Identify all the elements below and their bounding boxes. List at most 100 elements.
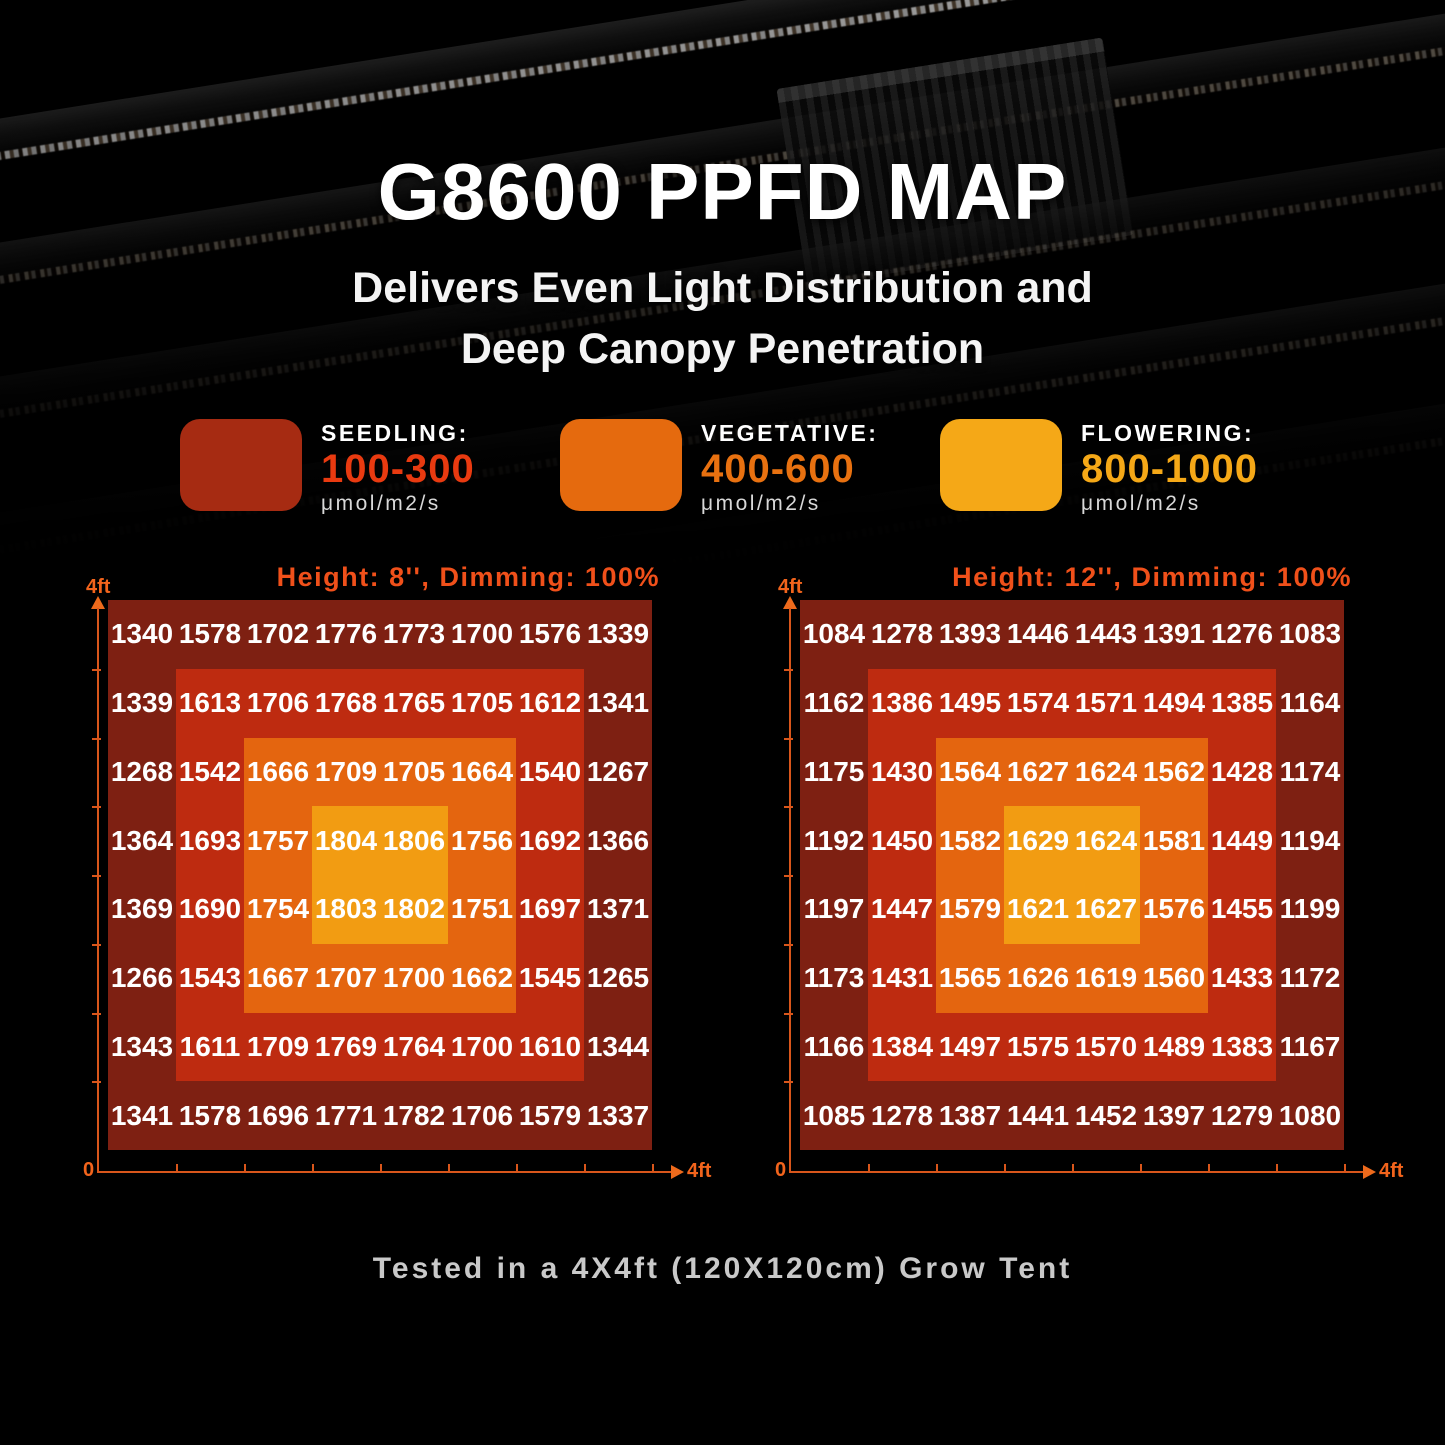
ppfd-cell: 1489: [1140, 1012, 1208, 1082]
ppfd-cell: 1194: [1276, 806, 1344, 875]
ppfd-cell: 1562: [1140, 737, 1208, 807]
y-axis-tick: [784, 943, 793, 946]
ppfd-cell: 1700: [380, 943, 448, 1013]
chart-title: Height: 8'', Dimming: 100%: [276, 562, 660, 592]
page-title: G8600 PPFD MAP: [377, 147, 1068, 236]
ppfd-cell: 1545: [516, 943, 584, 1013]
ppfd-cell: 1579: [936, 875, 1004, 944]
x-axis-tick: [176, 1164, 178, 1173]
ppfd-cell: 1341: [108, 1081, 176, 1150]
ppfd-cell: 1385: [1208, 668, 1276, 738]
ppfd-cell: 1613: [176, 668, 244, 738]
legend-item-vegetative: VEGETATIVE: 400-600 μmol/m2/s: [560, 419, 878, 515]
ppfd-cell: 1666: [244, 737, 312, 807]
ppfd-cell: 1709: [312, 737, 380, 807]
y-axis-tick: [784, 806, 793, 809]
ppfd-cell: 1705: [448, 668, 516, 738]
ppfd-cell: 1702: [244, 600, 312, 669]
flowering-color-swatch: [940, 419, 1062, 511]
ppfd-cell: 1621: [1004, 875, 1072, 944]
page-subtitle: Delivers Even Light Distribution and Dee…: [0, 258, 1445, 380]
y-axis-tick: [92, 737, 101, 740]
x-axis-arrow-icon: [671, 1165, 684, 1179]
ppfd-cell: 1700: [448, 1012, 516, 1082]
ppfd-cell: 1575: [1004, 1012, 1072, 1082]
ppfd-cell: 1576: [1140, 875, 1208, 944]
ppfd-cell: 1629: [1004, 806, 1072, 875]
y-axis-tick: [784, 1012, 793, 1015]
ppfd-heatmap-grid: 1340 1578 1702 1776 1773 1700 1576 1339 1339 1613…: [108, 600, 652, 1150]
ppfd-cell: 1582: [936, 806, 1004, 875]
x-axis-tick: [1344, 1164, 1346, 1173]
ppfd-cell: 1579: [516, 1081, 584, 1150]
ppfd-cell: 1624: [1072, 737, 1140, 807]
ppfd-cell: 1430: [868, 737, 936, 807]
y-axis-arrow-icon: [783, 596, 797, 609]
vegetative-color-swatch: [560, 419, 682, 511]
y-axis-tick: [784, 1081, 793, 1084]
ppfd-cell: 1624: [1072, 806, 1140, 875]
ppfd-cell: 1768: [312, 668, 380, 738]
y-axis-line: [789, 608, 791, 1172]
ppfd-cell: 1266: [108, 943, 176, 1013]
ppfd-cell: 1495: [936, 668, 1004, 738]
x-axis-tick: [1276, 1164, 1278, 1173]
ppfd-cell: 1450: [868, 806, 936, 875]
legend-item-seedling: SEEDLING: 100-300 μmol/m2/s: [180, 419, 475, 515]
y-axis-tick: [784, 737, 793, 740]
x-axis-tick: [1072, 1164, 1074, 1173]
ppfd-cell: 1268: [108, 737, 176, 807]
ppfd-cell: 1166: [800, 1012, 868, 1082]
x-axis-origin-label: 0: [775, 1159, 787, 1181]
ppfd-cell: 1173: [800, 943, 868, 1013]
ppfd-cell: 1199: [1276, 875, 1344, 944]
x-axis-tick: [1140, 1164, 1142, 1173]
ppfd-cell: 1391: [1140, 600, 1208, 669]
x-axis-arrow-icon: [1363, 1165, 1376, 1179]
x-axis-end-label: 4ft: [687, 1160, 712, 1182]
ppfd-cell: 1751: [448, 875, 516, 944]
ppfd-cell: 1164: [1276, 668, 1344, 738]
ppfd-cell: 1441: [1004, 1081, 1072, 1150]
ppfd-cell: 1276: [1208, 600, 1276, 669]
y-axis-line: [97, 608, 99, 1172]
ppfd-chart-height-8in: Height: 8'', Dimming: 100% 4ft 1340 1578 1…: [80, 550, 728, 1218]
ppfd-cell: 1337: [584, 1081, 652, 1150]
ppfd-cell: 1447: [868, 875, 936, 944]
ppfd-cell: 1366: [584, 806, 652, 875]
ppfd-cell: 1369: [108, 875, 176, 944]
ppfd-cell: 1431: [868, 943, 936, 1013]
ppfd-cell: 1709: [244, 1012, 312, 1082]
ppfd-cell: 1162: [800, 668, 868, 738]
ppfd-cell: 1543: [176, 943, 244, 1013]
x-axis-tick: [652, 1164, 654, 1173]
ppfd-cell: 1433: [1208, 943, 1276, 1013]
y-axis-top-label: 4ft: [778, 576, 803, 598]
ppfd-cell: 1278: [868, 1081, 936, 1150]
ppfd-cell: 1627: [1072, 875, 1140, 944]
ppfd-cell: 1197: [800, 875, 868, 944]
ppfd-cell: 1397: [1140, 1081, 1208, 1150]
ppfd-cell: 1700: [448, 600, 516, 669]
x-axis-tick: [448, 1164, 450, 1173]
ppfd-cell: 1804: [312, 806, 380, 875]
ppfd-cell: 1267: [584, 737, 652, 807]
x-axis-end-label: 4ft: [1379, 1160, 1404, 1182]
ppfd-cell: 1612: [516, 668, 584, 738]
ppfd-cell: 1564: [936, 737, 1004, 807]
x-axis-tick: [516, 1164, 518, 1173]
ppfd-cell: 1364: [108, 806, 176, 875]
ppfd-cell: 1803: [312, 875, 380, 944]
ppfd-cell: 1452: [1072, 1081, 1140, 1150]
ppfd-cell: 1455: [1208, 875, 1276, 944]
ppfd-cell: 1574: [1004, 668, 1072, 738]
x-axis-origin-label: 0: [83, 1159, 95, 1181]
ppfd-cell: 1578: [176, 600, 244, 669]
ppfd-cell: 1773: [380, 600, 448, 669]
x-axis-tick: [1004, 1164, 1006, 1173]
ppfd-cell: 1581: [1140, 806, 1208, 875]
ppfd-cell: 1080: [1276, 1081, 1344, 1150]
x-axis-tick: [868, 1164, 870, 1173]
ppfd-chart-height-12in: Height: 12'', Dimming: 100% 4ft 1084 1278…: [772, 550, 1420, 1218]
y-axis-tick: [92, 875, 101, 877]
